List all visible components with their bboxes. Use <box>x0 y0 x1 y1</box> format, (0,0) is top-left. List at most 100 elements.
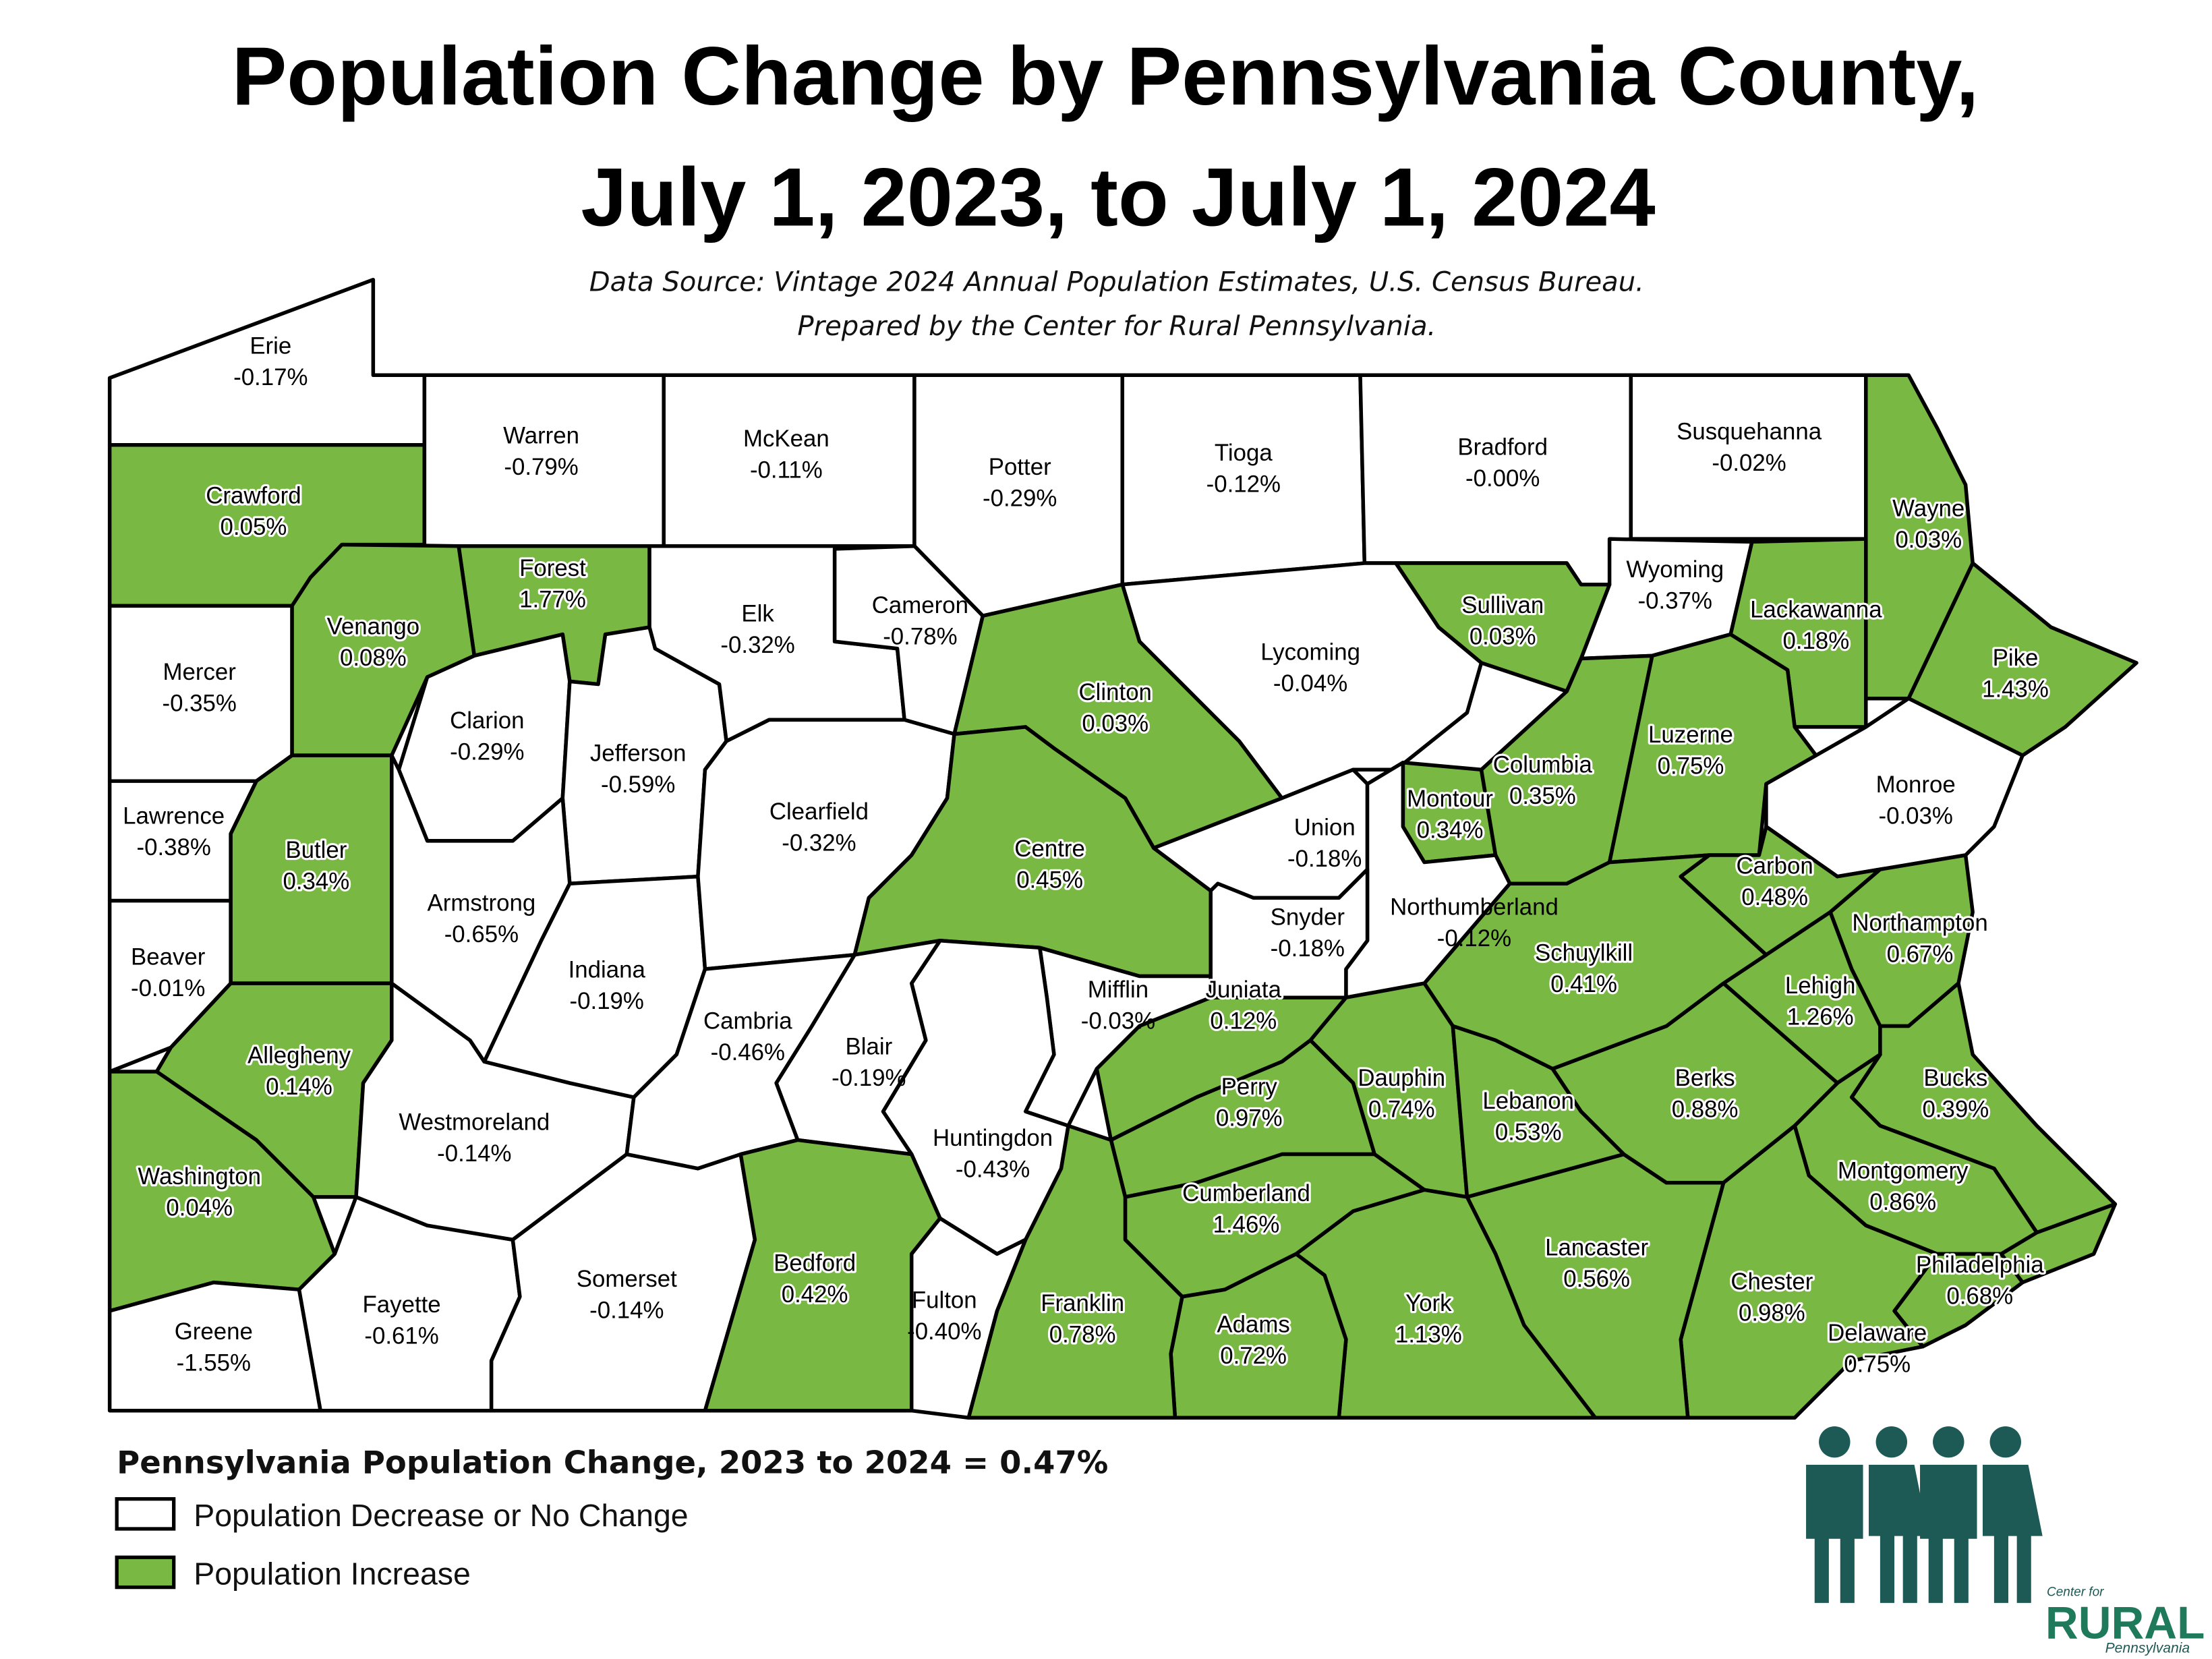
county-value: -1.55% <box>177 1350 251 1376</box>
county-name: Columbia <box>1493 752 1593 778</box>
county-value: 0.12% <box>1210 1008 1277 1035</box>
county-name: Northampton <box>1852 910 1987 936</box>
legend-label: Population Increase <box>194 1556 471 1591</box>
county-value: -0.35% <box>163 691 237 717</box>
county-value: 0.78% <box>1049 1321 1116 1347</box>
county-name: Clarion <box>450 707 524 734</box>
county-name: Union <box>1294 814 1356 840</box>
county-name: Berks <box>1675 1065 1735 1091</box>
county-name: Clinton <box>1079 679 1152 705</box>
county-value: 0.42% <box>782 1281 848 1308</box>
county-name: Elk <box>741 601 774 627</box>
county-name: Greene <box>175 1318 253 1345</box>
county-name: Tioga <box>1215 440 1273 466</box>
county-name: Lebanon <box>1482 1088 1574 1114</box>
county-value: -0.19% <box>832 1065 906 1091</box>
county-name: Sullivan <box>1461 592 1544 618</box>
county-value: 0.88% <box>1672 1097 1739 1123</box>
county-value: 0.45% <box>1016 867 1083 894</box>
county-name: Armstrong <box>428 890 536 916</box>
county-name: Somerset <box>577 1266 677 1292</box>
county-name: Westmoreland <box>399 1109 550 1136</box>
title-line: July 1, 2023, to July 1, 2024 <box>581 150 1655 243</box>
county-value: -0.12% <box>1437 925 1511 952</box>
county-value: -0.14% <box>437 1140 511 1167</box>
county-value: 0.34% <box>1417 817 1484 844</box>
county-name: Beaver <box>131 944 206 970</box>
county-value: 0.03% <box>1082 710 1148 736</box>
legend-swatch <box>115 1497 176 1531</box>
county-value: -0.00% <box>1465 465 1540 492</box>
county-value: -0.11% <box>750 457 823 483</box>
county-name: Huntingdon <box>933 1125 1053 1151</box>
county-value: -0.32% <box>720 632 794 658</box>
county-name: Bucks <box>1923 1065 1987 1091</box>
county-value: -0.43% <box>956 1156 1030 1182</box>
logo-text: Pennsylvania <box>2105 1641 2190 1656</box>
county-name: Centre <box>1014 836 1085 862</box>
county-value: -0.79% <box>504 454 578 480</box>
county-name: Pike <box>1993 645 2039 671</box>
county-name: Lawrence <box>123 803 225 830</box>
county-name: Indiana <box>569 957 646 983</box>
county-value: 0.72% <box>1220 1343 1287 1369</box>
county-name: Mifflin <box>1088 977 1148 1003</box>
county-name: Northumberland <box>1390 894 1559 921</box>
county-name: Carbon <box>1736 852 1813 879</box>
county-value: -0.46% <box>711 1039 785 1066</box>
source-line: Prepared by the Center for Rural Pennsyl… <box>797 311 1436 342</box>
county-name: Franklin <box>1041 1290 1124 1316</box>
county-value: 0.03% <box>1469 623 1536 649</box>
county-value: -0.29% <box>450 739 524 765</box>
logo-text: RURAL <box>2045 1598 2205 1649</box>
county-name: Montgomery <box>1838 1157 1969 1184</box>
county-name: Fulton <box>912 1287 977 1314</box>
county-value: -0.32% <box>782 830 856 856</box>
county-value: 0.18% <box>1782 628 1849 654</box>
county-value: -0.40% <box>907 1318 981 1345</box>
county-name: Montour <box>1407 786 1493 812</box>
county <box>909 1216 1028 1420</box>
county-value: 0.53% <box>1495 1119 1562 1145</box>
county-value: 0.03% <box>1895 527 1962 553</box>
title-line: Population Change by Pennsylvania County… <box>232 30 1979 122</box>
county-value: -0.02% <box>1712 450 1786 476</box>
county-value: 0.98% <box>1739 1300 1805 1327</box>
county-value: -0.38% <box>136 834 210 861</box>
county-value: 0.75% <box>1658 753 1724 780</box>
state-summary: Pennsylvania Population Change, 2023 to … <box>117 1445 1108 1481</box>
county-name: Forest <box>519 555 586 581</box>
county-labels: Erie -0.17% Crawford 0.05% Warren -0.79% McKea… <box>123 333 2051 1380</box>
county-name: Juniata <box>1206 977 1282 1003</box>
county-value: -0.04% <box>1273 670 1347 697</box>
county-name: Potter <box>989 454 1051 480</box>
county-value: 0.39% <box>1922 1097 1989 1123</box>
county-value: 1.13% <box>1395 1321 1462 1347</box>
county <box>1999 1202 2118 1285</box>
county-name: York <box>1405 1290 1452 1316</box>
county-name: Cumberland <box>1182 1180 1310 1206</box>
county-name: Crawford <box>206 482 301 508</box>
county-name: Perry <box>1221 1074 1278 1100</box>
county-value: 0.05% <box>221 514 287 540</box>
county-name: Fayette <box>363 1291 441 1318</box>
source-line: Data Source: Vintage 2024 Annual Populat… <box>589 267 1644 298</box>
county-value: -0.03% <box>1081 1008 1155 1035</box>
county-name: Bradford <box>1457 434 1548 461</box>
county-value: 0.68% <box>1946 1283 2013 1309</box>
county-value: 0.74% <box>1368 1097 1435 1123</box>
county <box>107 278 427 447</box>
county-value: -0.29% <box>983 486 1057 512</box>
county-value: -0.59% <box>601 772 675 798</box>
county-name: Wayne <box>1892 495 1964 521</box>
county-value: 0.34% <box>283 869 349 895</box>
county-value: 0.97% <box>1216 1105 1283 1131</box>
county-value: -0.61% <box>364 1322 438 1349</box>
county-name: Luzerne <box>1648 722 1733 748</box>
county-value: 0.75% <box>1844 1351 1911 1378</box>
county-name: Washington <box>138 1163 261 1190</box>
county-name: Blair <box>846 1034 893 1060</box>
